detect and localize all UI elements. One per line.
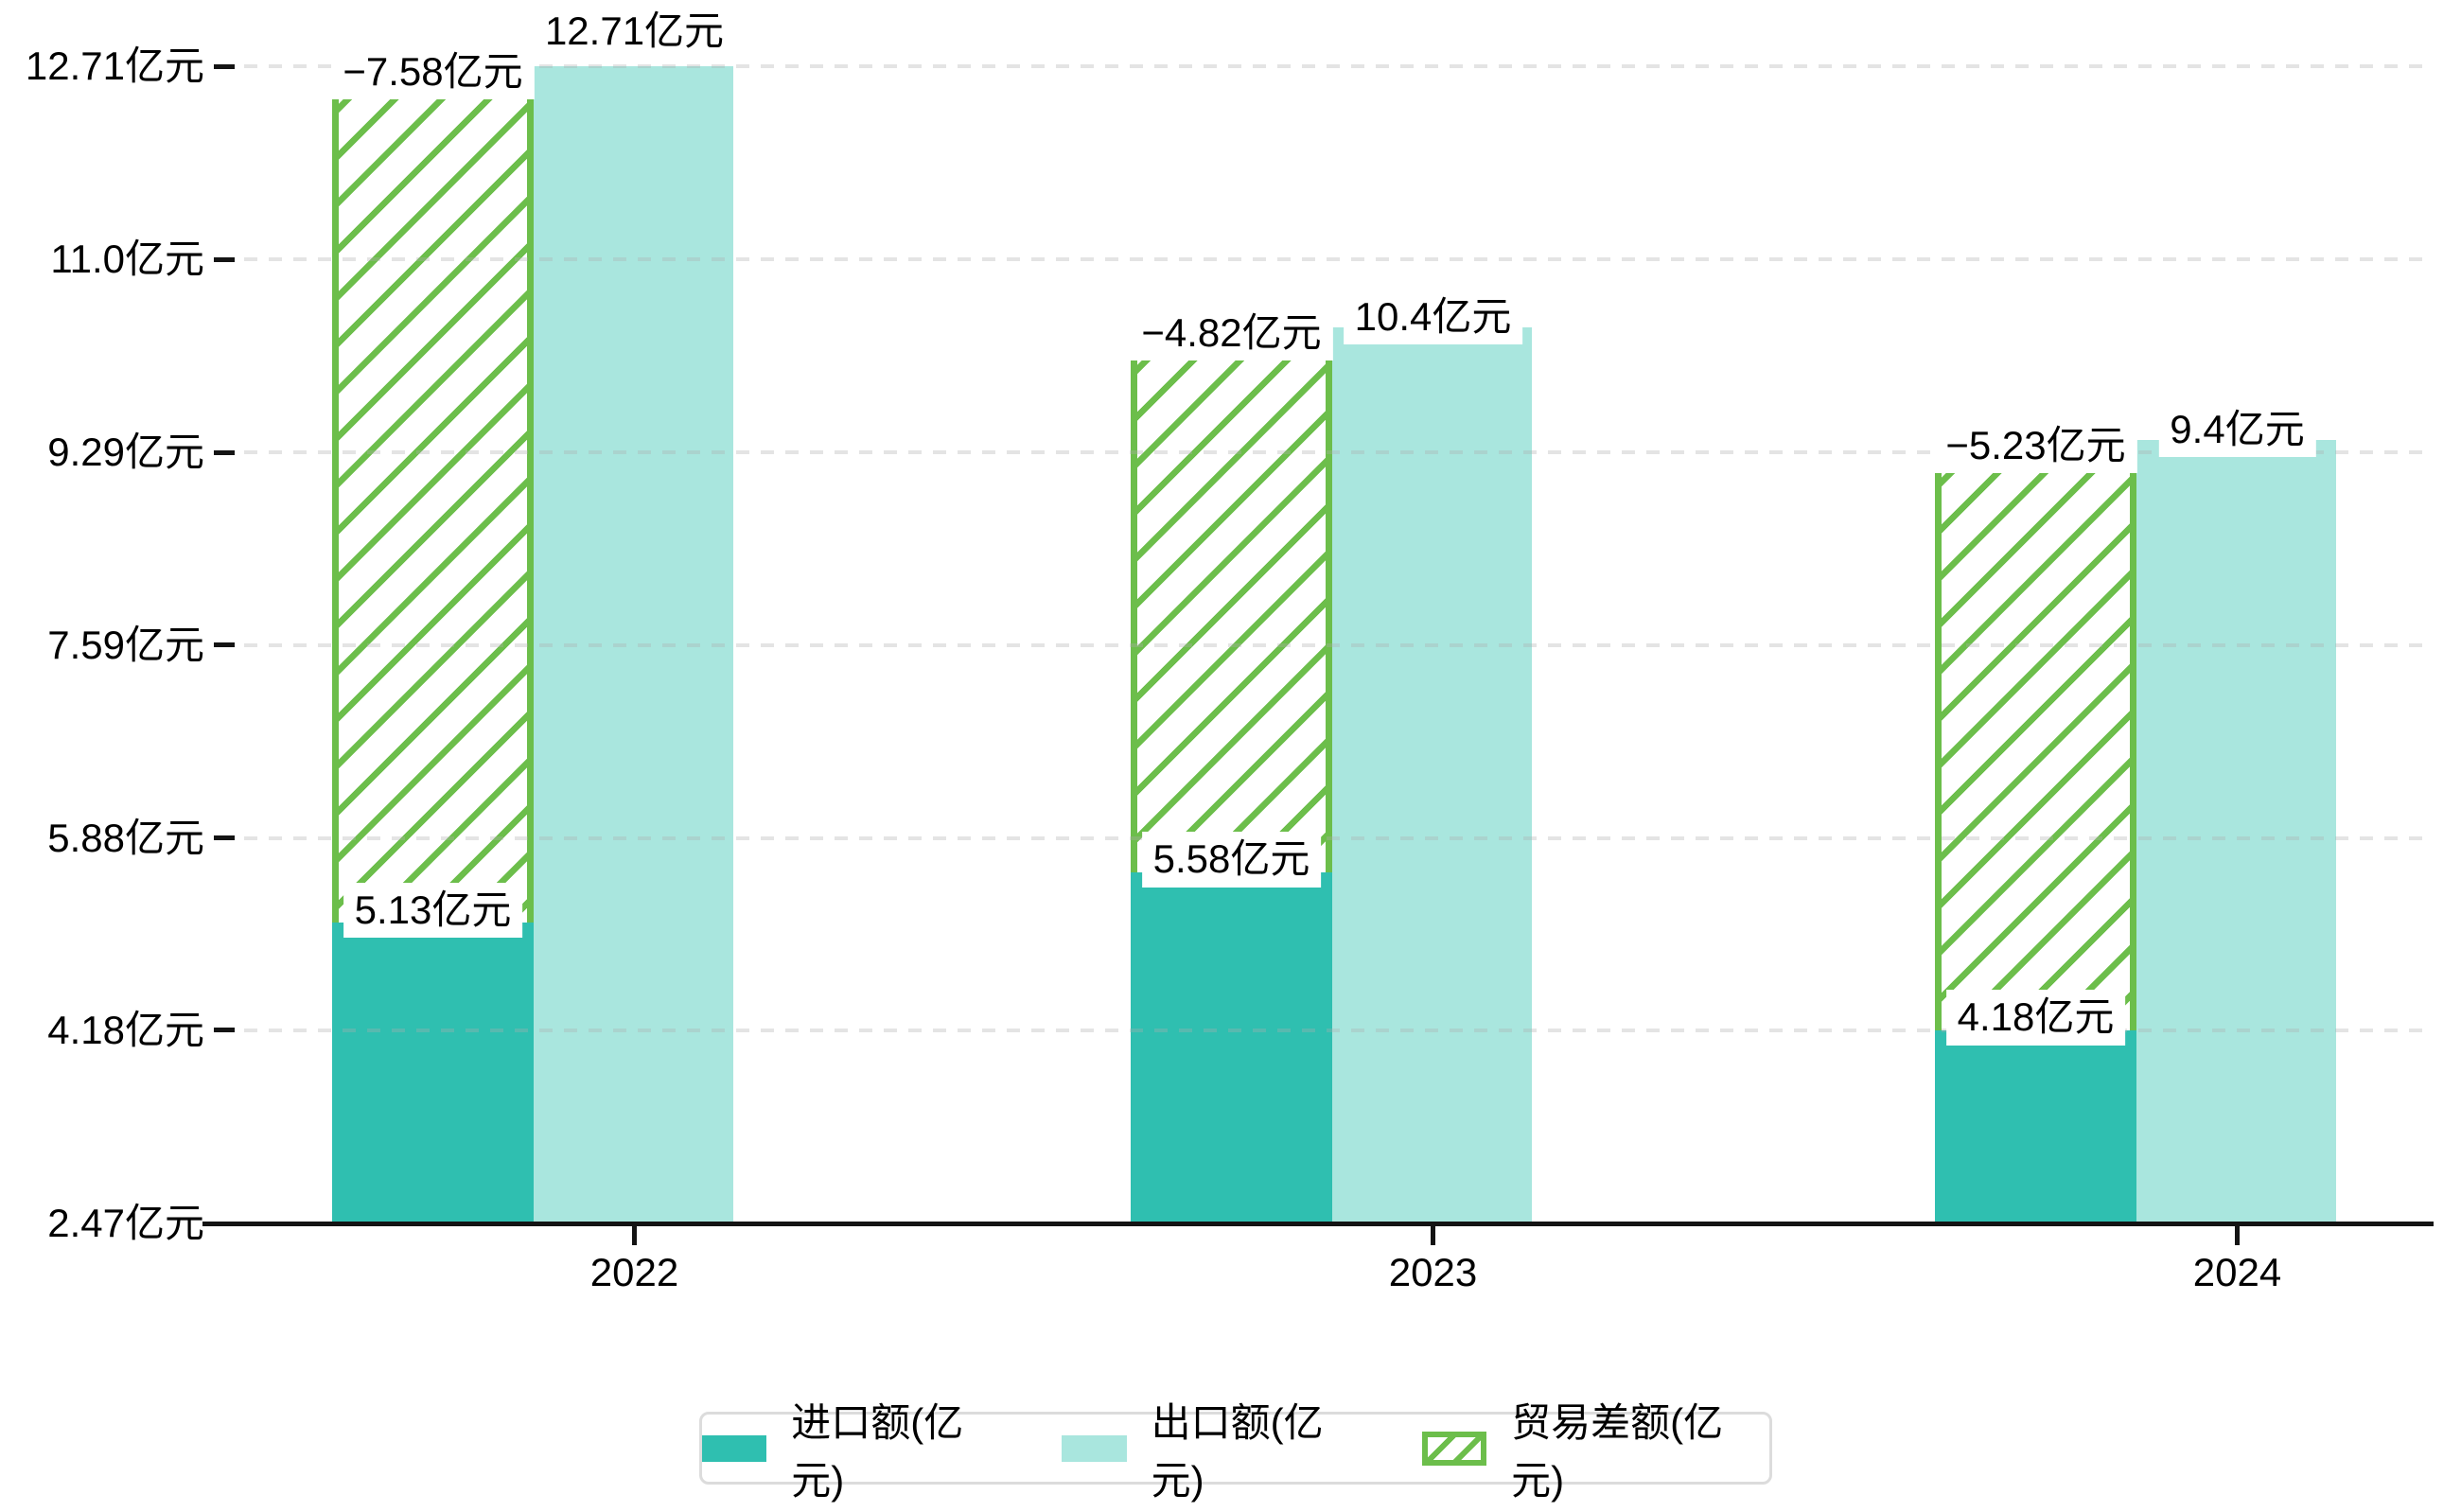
gridline: [220, 1028, 2434, 1032]
gridline: [220, 64, 2434, 68]
x-tick-label-2024: 2024: [2192, 1250, 2282, 1294]
legend: 进口额(亿元) 出口额(亿元) 贸易差额(亿元): [699, 1400, 1772, 1503]
y-tick-label: 12.71亿元: [25, 44, 204, 88]
export-value-label-2024: 9.4亿元: [2158, 401, 2316, 458]
x-tick-label-2023: 2023: [1388, 1250, 1478, 1294]
export-bar-2022: [534, 66, 733, 1223]
import-bar-2022: [332, 923, 534, 1223]
x-tick-label-2022: 2022: [589, 1250, 679, 1294]
y-axis-tick: [214, 256, 235, 262]
gridline: [220, 642, 2434, 647]
y-axis-tick: [214, 642, 235, 647]
x-axis-tick: [632, 1223, 637, 1245]
x-axis-line: [202, 1222, 2434, 1226]
gridline: [220, 257, 2434, 262]
gridline: [220, 450, 2434, 455]
trade-balance-value-label-2024: −5.23亿元: [1934, 417, 2137, 474]
export-value-label-2023: 10.4亿元: [1343, 289, 1523, 344]
x-axis-tick: [1431, 1223, 1435, 1245]
import-bar-2024: [1935, 1029, 2136, 1223]
y-axis-tick: [214, 449, 235, 455]
y-tick-label: 9.29亿元: [47, 430, 204, 475]
import-legend-swatch: [702, 1434, 767, 1462]
trade-balance-value-label-2022: −7.58亿元: [331, 44, 535, 99]
import-value-label-2023: 5.58亿元: [1141, 832, 1322, 888]
legend-item-trade-balance: 贸易差额(亿元): [1421, 1391, 1769, 1506]
import-legend-label: 进口额(亿元): [791, 1399, 964, 1503]
import-value-label-2024: 4.18亿元: [1945, 990, 2126, 1046]
legend-item-export: 出口额(亿元): [1062, 1391, 1370, 1506]
y-tick-label: 7.59亿元: [47, 622, 204, 667]
export-legend-swatch: [1062, 1434, 1127, 1462]
y-tick-label: 5.88亿元: [47, 815, 204, 860]
export-value-label-2022: 12.71亿元: [533, 3, 736, 59]
export-bar-2023: [1332, 326, 1532, 1223]
y-axis-tick: [214, 63, 235, 69]
gridline: [220, 835, 2434, 840]
export-legend-label: 出口额(亿元): [1151, 1399, 1324, 1503]
trade-balance-legend-label: 贸易差额(亿元): [1511, 1399, 1724, 1503]
y-tick-label: 11.0亿元: [50, 237, 204, 282]
y-axis-tick: [214, 835, 235, 841]
x-axis-tick: [2235, 1223, 2240, 1245]
export-bar-2024: [2136, 440, 2336, 1223]
trade-balance-bar-2023: [1131, 326, 1332, 872]
y-tick-label: 4.18亿元: [47, 1007, 204, 1052]
import-value-label-2022: 5.13亿元: [343, 882, 523, 939]
trade-balance-bar-2022: [332, 66, 534, 923]
y-tick-label: 2.47亿元: [47, 1201, 204, 1245]
y-axis-tick: [214, 1028, 235, 1033]
trade-balance-bar-2024: [1935, 440, 2136, 1030]
legend-item-import: 进口额(亿元): [702, 1391, 1011, 1506]
trade-balance-legend-swatch: [1421, 1431, 1487, 1466]
trade-balance-value-label-2023: −4.82亿元: [1130, 305, 1333, 360]
import-bar-2023: [1131, 871, 1332, 1223]
